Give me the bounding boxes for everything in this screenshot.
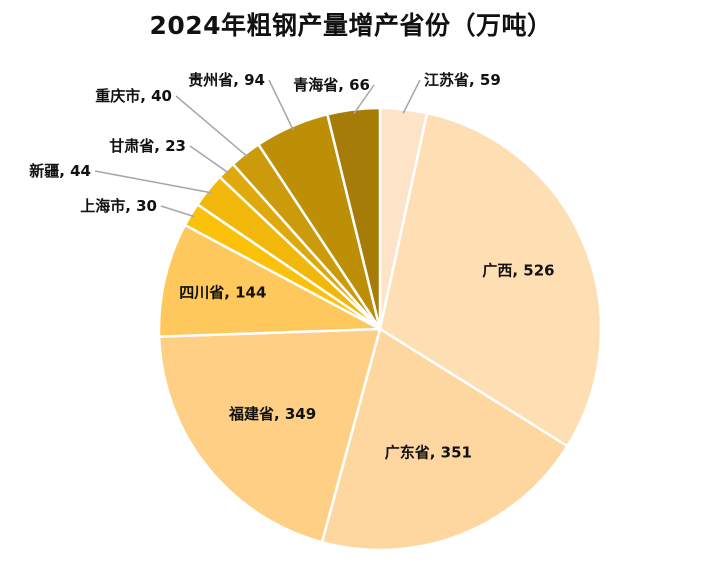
data-label-8: 甘肃省, 23 (109, 137, 186, 155)
data-label-2: 广西, 526 (482, 262, 554, 280)
leader-line-10 (268, 79, 294, 131)
pie-slice-3 (320, 327, 570, 552)
data-label-11: 青海省, 66 (293, 76, 370, 94)
data-label-10: 贵州省, 94 (188, 71, 265, 89)
data-label-3: 广东省, 351 (385, 443, 472, 461)
data-label-9: 重庆市, 40 (95, 87, 172, 105)
pie-slice-5 (157, 223, 385, 338)
leader-line-9 (175, 95, 249, 158)
pie-slice-11 (325, 106, 382, 330)
leader-line-8 (189, 145, 230, 174)
chart-title: 2024年粗钢产量增产省份（万吨） (149, 11, 553, 40)
data-label-5: 四川省, 144 (179, 284, 266, 302)
pie-slice-4 (157, 327, 382, 544)
data-label-7: 新疆, 44 (29, 162, 91, 180)
data-label-1: 江苏省, 59 (424, 71, 501, 89)
leader-line-1 (402, 79, 421, 114)
data-label-6: 上海市, 30 (80, 197, 157, 215)
leader-line-6 (160, 205, 195, 218)
leader-line-11 (353, 84, 375, 114)
data-label-4: 福建省, 349 (228, 405, 316, 423)
leader-line-7 (94, 170, 212, 194)
